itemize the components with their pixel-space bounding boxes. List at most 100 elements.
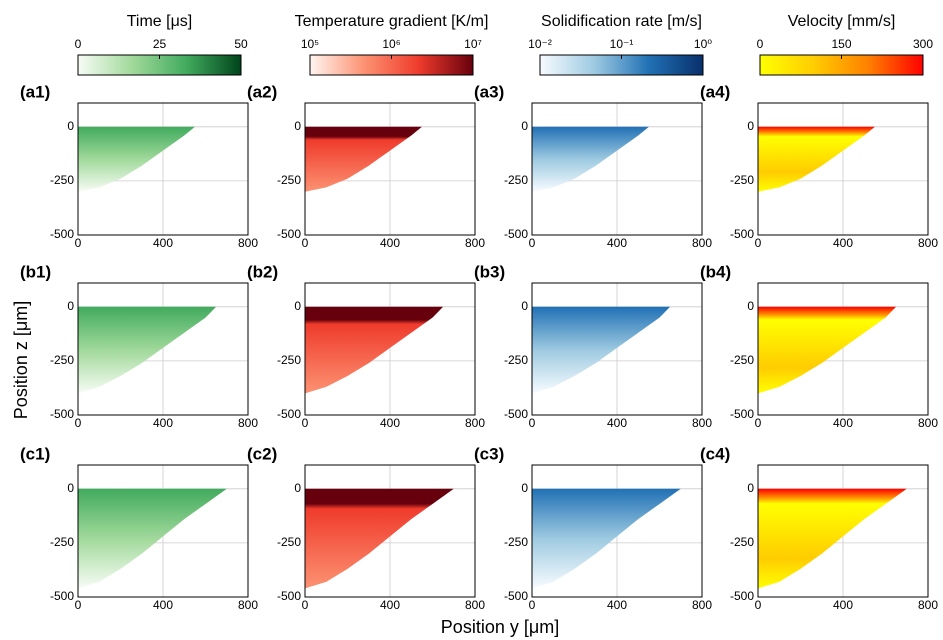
y-tick-label: -250 bbox=[730, 353, 754, 367]
colorbar-tick-label: 10⁶ bbox=[382, 37, 400, 51]
plot-frame bbox=[531, 464, 703, 598]
y-tick-label: -500 bbox=[504, 589, 528, 603]
x-tick-label: 800 bbox=[238, 598, 258, 612]
y-tick-label: 0 bbox=[521, 299, 528, 313]
y-tick-label: 0 bbox=[294, 299, 301, 313]
melt-pool bbox=[78, 306, 217, 394]
panel-label: (c2) bbox=[247, 444, 277, 463]
y-tick-label: -250 bbox=[504, 535, 528, 549]
x-axis-label: Position y [μm] bbox=[441, 617, 559, 637]
x-tick-label: 800 bbox=[692, 236, 712, 250]
colorbar-tick-label: 10⁻² bbox=[528, 37, 552, 51]
colorbar-title: Time [μs] bbox=[127, 13, 193, 30]
panel-label: (b3) bbox=[474, 262, 505, 281]
x-tick-label: 400 bbox=[833, 598, 853, 612]
y-tick-label: -500 bbox=[277, 407, 301, 421]
y-tick-label: -250 bbox=[50, 535, 74, 549]
y-tick-label: 0 bbox=[747, 481, 754, 495]
plot-frame bbox=[304, 282, 476, 416]
melt-pool bbox=[305, 306, 444, 394]
y-tick-label: -500 bbox=[50, 589, 74, 603]
x-tick-label: 800 bbox=[465, 598, 485, 612]
x-tick-label: 400 bbox=[380, 236, 400, 250]
y-tick-label: -500 bbox=[504, 407, 528, 421]
panel-label: (b4) bbox=[700, 262, 731, 281]
panel-label: (a3) bbox=[474, 82, 504, 101]
x-tick-label: 400 bbox=[607, 236, 627, 250]
plot-frame bbox=[77, 464, 249, 598]
melt-pool bbox=[532, 126, 649, 192]
y-tick-label: -500 bbox=[730, 227, 754, 241]
colorbar-tick-label: 300 bbox=[913, 37, 933, 51]
y-tick-label: 0 bbox=[747, 119, 754, 133]
y-tick-label: 0 bbox=[521, 481, 528, 495]
x-tick-label: 0 bbox=[755, 236, 762, 250]
x-tick-label: 0 bbox=[75, 416, 82, 430]
colorbar-tick-label: 50 bbox=[234, 37, 248, 51]
y-tick-label: -250 bbox=[730, 535, 754, 549]
x-tick-label: 800 bbox=[692, 416, 712, 430]
y-tick-label: 0 bbox=[294, 119, 301, 133]
panel-label: (c3) bbox=[474, 444, 504, 463]
y-tick-label: -500 bbox=[730, 407, 754, 421]
x-tick-label: 400 bbox=[153, 598, 173, 612]
colorbar-tick-label: 10⁰ bbox=[694, 37, 712, 51]
x-tick-label: 0 bbox=[302, 598, 309, 612]
y-tick-label: -250 bbox=[504, 173, 528, 187]
plot-frame bbox=[531, 102, 703, 236]
panel-label: (a4) bbox=[700, 82, 730, 101]
y-tick-label: -500 bbox=[50, 227, 74, 241]
colorbar-tick-label: 0 bbox=[75, 37, 82, 51]
y-tick-label: -250 bbox=[730, 173, 754, 187]
panel-label: (c1) bbox=[20, 444, 50, 463]
y-axis-label: Position z [μm] bbox=[11, 301, 31, 419]
x-tick-label: 0 bbox=[529, 598, 536, 612]
y-tick-label: -250 bbox=[504, 353, 528, 367]
x-tick-label: 400 bbox=[380, 416, 400, 430]
y-tick-label: -250 bbox=[50, 173, 74, 187]
melt-pool bbox=[532, 488, 681, 589]
y-tick-label: 0 bbox=[67, 119, 74, 133]
colorbar-tick-label: 10⁵ bbox=[301, 37, 319, 51]
plot-frame bbox=[757, 464, 929, 598]
x-tick-label: 400 bbox=[380, 598, 400, 612]
colorbar-tick-label: 150 bbox=[831, 37, 851, 51]
x-tick-label: 400 bbox=[833, 416, 853, 430]
melt-pool bbox=[78, 126, 195, 192]
y-tick-label: -500 bbox=[277, 589, 301, 603]
y-tick-label: -250 bbox=[277, 535, 301, 549]
x-tick-label: 0 bbox=[529, 416, 536, 430]
melt-pool bbox=[78, 488, 227, 589]
x-tick-label: 800 bbox=[238, 236, 258, 250]
plot-frame bbox=[757, 282, 929, 416]
melt-pool bbox=[758, 306, 897, 394]
y-tick-label: 0 bbox=[521, 119, 528, 133]
colorbar-tick-label: 10⁷ bbox=[464, 37, 482, 51]
plot-frame bbox=[77, 282, 249, 416]
x-tick-label: 0 bbox=[302, 236, 309, 250]
plot-frame bbox=[757, 102, 929, 236]
y-tick-label: -250 bbox=[50, 353, 74, 367]
x-tick-label: 0 bbox=[75, 236, 82, 250]
y-tick-label: 0 bbox=[747, 299, 754, 313]
panel-label: (c4) bbox=[700, 444, 730, 463]
panel-label: (a1) bbox=[20, 82, 50, 101]
x-tick-label: 400 bbox=[153, 236, 173, 250]
x-tick-label: 400 bbox=[607, 416, 627, 430]
panel-label: (b2) bbox=[247, 262, 278, 281]
x-tick-label: 400 bbox=[607, 598, 627, 612]
colorbar-title: Velocity [mm/s] bbox=[788, 13, 896, 30]
x-tick-label: 800 bbox=[918, 236, 938, 250]
colorbar-tick-label: 10⁻¹ bbox=[610, 37, 634, 51]
y-tick-label: -500 bbox=[504, 227, 528, 241]
melt-pool bbox=[305, 126, 422, 192]
colorbar-tick-label: 25 bbox=[153, 37, 167, 51]
y-tick-label: -500 bbox=[277, 227, 301, 241]
x-tick-label: 400 bbox=[153, 416, 173, 430]
melt-pool bbox=[758, 488, 907, 589]
y-tick-label: -250 bbox=[277, 353, 301, 367]
plot-frame bbox=[531, 282, 703, 416]
colorbar-title: Solidification rate [m/s] bbox=[541, 13, 702, 30]
